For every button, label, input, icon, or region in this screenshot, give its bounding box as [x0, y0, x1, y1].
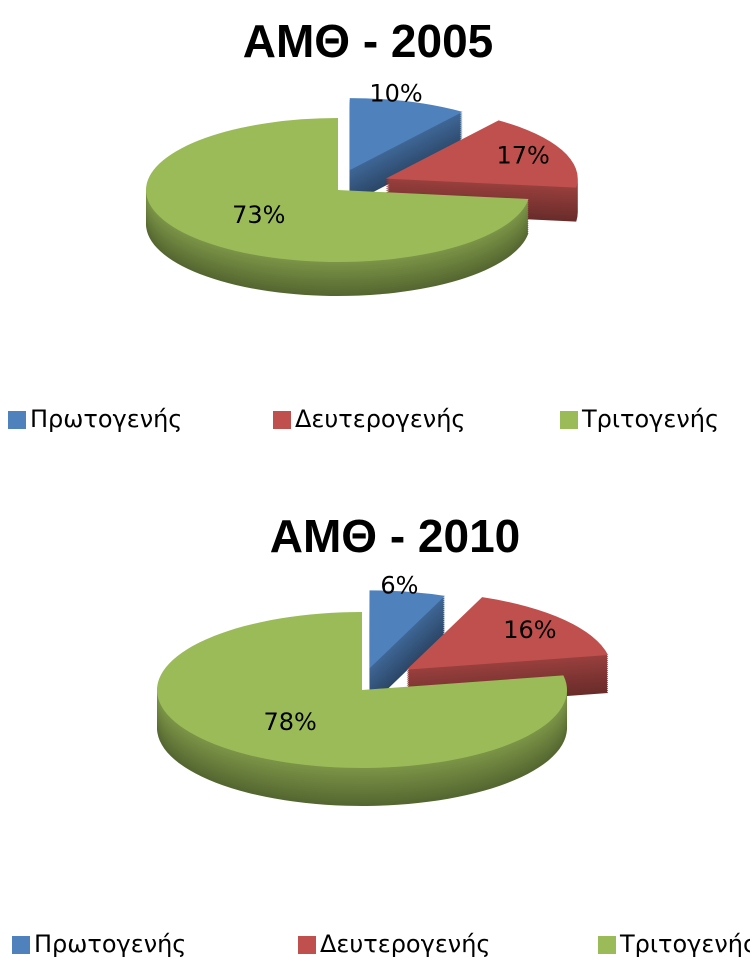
slice	[157, 612, 568, 769]
data-label: 6%	[380, 572, 418, 600]
data-label: 78%	[263, 708, 316, 736]
chart-title: ΑΜΘ - 2010	[270, 510, 521, 562]
legend-label: Δευτερογενής	[295, 405, 466, 433]
legend-swatch	[560, 411, 578, 429]
slice	[349, 98, 463, 171]
slice	[385, 120, 578, 188]
legend-label: Πρωτογενής	[30, 405, 182, 433]
legend-label: Τριτογενής	[581, 405, 719, 433]
slice	[146, 118, 529, 262]
pie-chart: ΑΜΘ - 2010 6% 16% 78% Πρωτογενής Δευτερογενής…	[12, 510, 750, 958]
slice	[369, 590, 445, 669]
legend-label: Δευτερογενής	[320, 930, 491, 958]
legend-swatch	[598, 936, 616, 954]
data-label: 16%	[503, 616, 556, 644]
legend-swatch	[8, 411, 26, 429]
legend-swatch	[273, 411, 291, 429]
legend-label: Τριτογενής	[619, 930, 750, 958]
legend-label: Πρωτογενής	[34, 930, 186, 958]
pie-chart: ΑΜΘ - 2005 10% 17% 73% Πρωτογενής Δευτερογενή…	[8, 15, 719, 433]
data-label: 73%	[232, 201, 285, 229]
slice	[406, 597, 609, 670]
legend-swatch	[298, 936, 316, 954]
chart-title: ΑΜΘ - 2005	[243, 15, 494, 67]
data-label: 10%	[369, 80, 422, 108]
data-label: 17%	[496, 141, 549, 169]
legend-swatch	[12, 936, 30, 954]
